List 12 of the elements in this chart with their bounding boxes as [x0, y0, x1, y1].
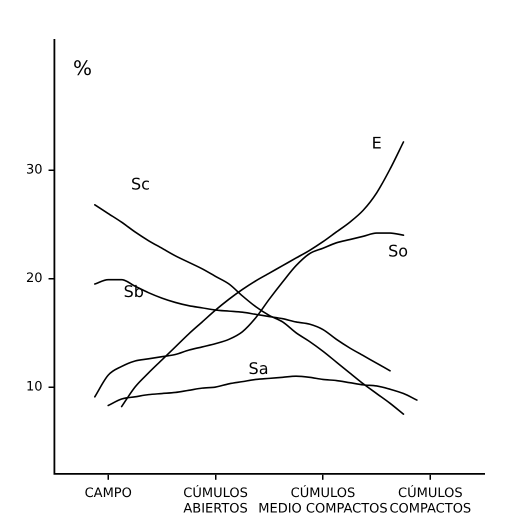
- series-label: E: [372, 133, 382, 152]
- y-axis-title: %: [73, 56, 92, 80]
- series-label: Sc: [130, 174, 150, 194]
- y-tick-label: 30: [26, 162, 43, 178]
- x-tick-label: CÚMULOS COMPACTOS: [389, 484, 472, 517]
- x-tick-label: CÚMULOS MEDIO COMPACTOS: [258, 484, 388, 517]
- x-tick-label: CÚMULOS ABIERTOS: [183, 484, 248, 517]
- x-tick-label: CAMPO: [84, 486, 132, 501]
- y-tick-label: 10: [26, 379, 43, 394]
- series-label: Sa: [248, 358, 269, 378]
- y-tick-label: 20: [26, 270, 43, 286]
- series-label: So: [388, 242, 408, 261]
